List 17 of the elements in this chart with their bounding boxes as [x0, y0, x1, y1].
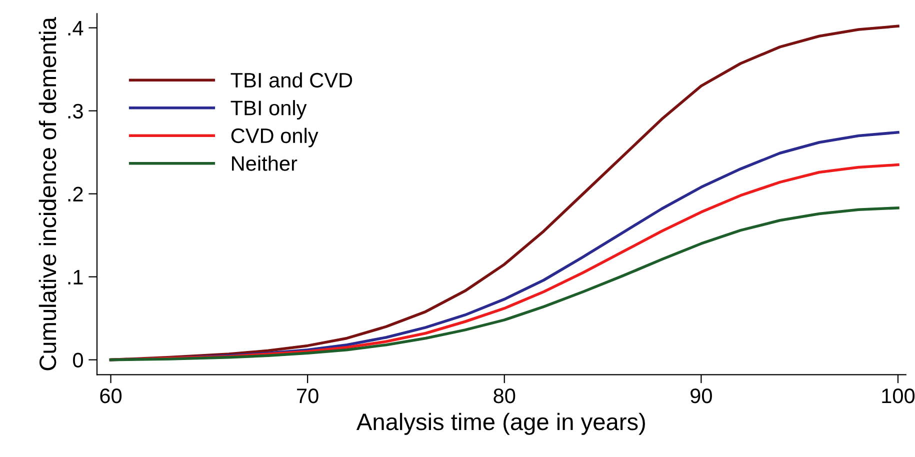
- y-tick-label: .2: [68, 186, 83, 202]
- legend-label: CVD only: [231, 128, 318, 148]
- x-tick-label: 80: [494, 388, 516, 404]
- x-tick-label: 100: [882, 388, 915, 404]
- line-series: [109, 206, 900, 362]
- x-tick-label: 60: [100, 388, 122, 404]
- y-tick-label: .1: [68, 270, 83, 284]
- legend-label: TBI and CVD: [230, 72, 352, 88]
- x-tick-label: 90: [690, 388, 712, 404]
- legend-label: Neither: [232, 156, 298, 171]
- y-tick-label: .3: [68, 104, 83, 119]
- y-axis-title: Cumulative incidence of dementia: [38, 17, 56, 370]
- y-tick-label: .4: [68, 21, 84, 36]
- x-axis-title: Analysis time (age in years): [356, 412, 645, 435]
- legend-label: TBI only: [230, 100, 307, 120]
- x-tick-label: 70: [297, 388, 318, 404]
- y-tick-label: 0: [73, 352, 83, 368]
